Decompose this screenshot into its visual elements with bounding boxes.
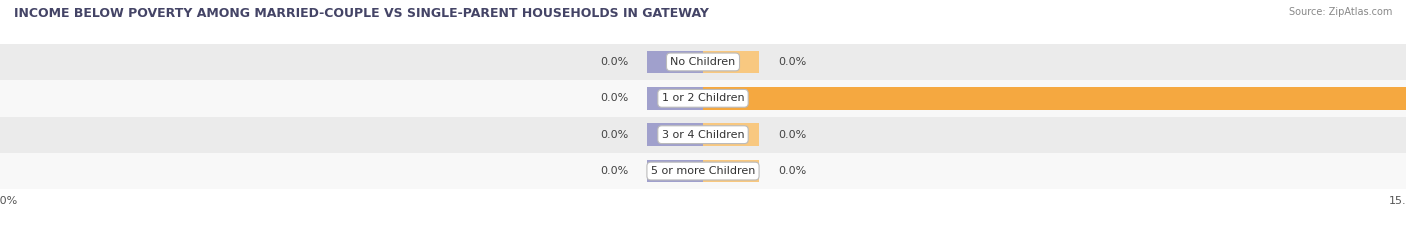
Bar	[703, 87, 1406, 110]
Text: Source: ZipAtlas.com: Source: ZipAtlas.com	[1288, 7, 1392, 17]
Bar	[647, 160, 703, 182]
Bar	[703, 123, 759, 146]
Bar	[647, 87, 703, 110]
Bar	[0, 116, 1406, 153]
Bar	[0, 44, 1406, 80]
Text: 0.0%: 0.0%	[778, 166, 806, 176]
Bar	[703, 160, 759, 182]
Bar	[703, 51, 759, 73]
Bar	[0, 80, 1406, 116]
Bar	[0, 153, 1406, 189]
Text: 0.0%: 0.0%	[778, 130, 806, 140]
Text: 0.0%: 0.0%	[600, 130, 628, 140]
Text: 1 or 2 Children: 1 or 2 Children	[662, 93, 744, 103]
Text: No Children: No Children	[671, 57, 735, 67]
Text: 0.0%: 0.0%	[600, 166, 628, 176]
Bar	[647, 51, 703, 73]
Text: 0.0%: 0.0%	[600, 93, 628, 103]
Text: INCOME BELOW POVERTY AMONG MARRIED-COUPLE VS SINGLE-PARENT HOUSEHOLDS IN GATEWAY: INCOME BELOW POVERTY AMONG MARRIED-COUPL…	[14, 7, 709, 20]
Text: 3 or 4 Children: 3 or 4 Children	[662, 130, 744, 140]
Text: 5 or more Children: 5 or more Children	[651, 166, 755, 176]
Text: 0.0%: 0.0%	[778, 57, 806, 67]
Text: 0.0%: 0.0%	[600, 57, 628, 67]
Bar	[647, 123, 703, 146]
